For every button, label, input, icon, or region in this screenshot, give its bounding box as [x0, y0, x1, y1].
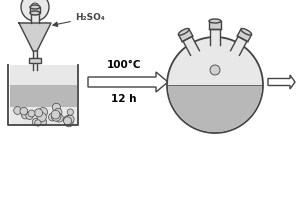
Text: 12 h: 12 h	[111, 94, 137, 104]
Circle shape	[65, 118, 73, 127]
Circle shape	[20, 107, 28, 115]
Circle shape	[40, 118, 46, 125]
Polygon shape	[237, 29, 252, 42]
Circle shape	[32, 118, 39, 126]
Circle shape	[35, 120, 41, 126]
Polygon shape	[209, 21, 221, 29]
Polygon shape	[21, 23, 49, 51]
Bar	[30, 7, 40, 13]
Circle shape	[49, 113, 56, 121]
Polygon shape	[19, 23, 51, 51]
Circle shape	[64, 117, 72, 125]
Circle shape	[66, 115, 74, 123]
Ellipse shape	[241, 28, 252, 35]
Circle shape	[52, 103, 61, 111]
Ellipse shape	[209, 19, 221, 23]
Circle shape	[28, 110, 35, 117]
Polygon shape	[88, 72, 168, 92]
Bar	[29, 58, 41, 63]
Bar	[10, 85, 76, 107]
Circle shape	[26, 112, 33, 119]
Circle shape	[54, 108, 62, 116]
Circle shape	[67, 109, 74, 115]
Circle shape	[55, 114, 63, 122]
Text: H₂SO₄: H₂SO₄	[75, 14, 105, 22]
Polygon shape	[231, 37, 247, 55]
Circle shape	[38, 108, 48, 117]
Polygon shape	[268, 75, 295, 89]
Circle shape	[21, 0, 49, 21]
Bar	[33, 51, 37, 70]
Circle shape	[34, 109, 43, 117]
Circle shape	[64, 116, 71, 123]
Circle shape	[37, 112, 46, 122]
Text: 100°C: 100°C	[107, 60, 141, 70]
Circle shape	[14, 107, 22, 114]
Circle shape	[167, 37, 263, 133]
Bar	[31, 13, 39, 23]
Polygon shape	[178, 29, 193, 42]
Ellipse shape	[30, 11, 40, 15]
Circle shape	[22, 111, 29, 119]
Ellipse shape	[178, 28, 189, 35]
Polygon shape	[168, 85, 262, 132]
Circle shape	[210, 65, 220, 75]
Bar	[10, 65, 76, 125]
Circle shape	[51, 112, 61, 121]
Ellipse shape	[30, 5, 40, 9]
Circle shape	[31, 3, 39, 11]
Polygon shape	[210, 29, 220, 45]
Circle shape	[51, 110, 60, 119]
Polygon shape	[183, 37, 200, 55]
